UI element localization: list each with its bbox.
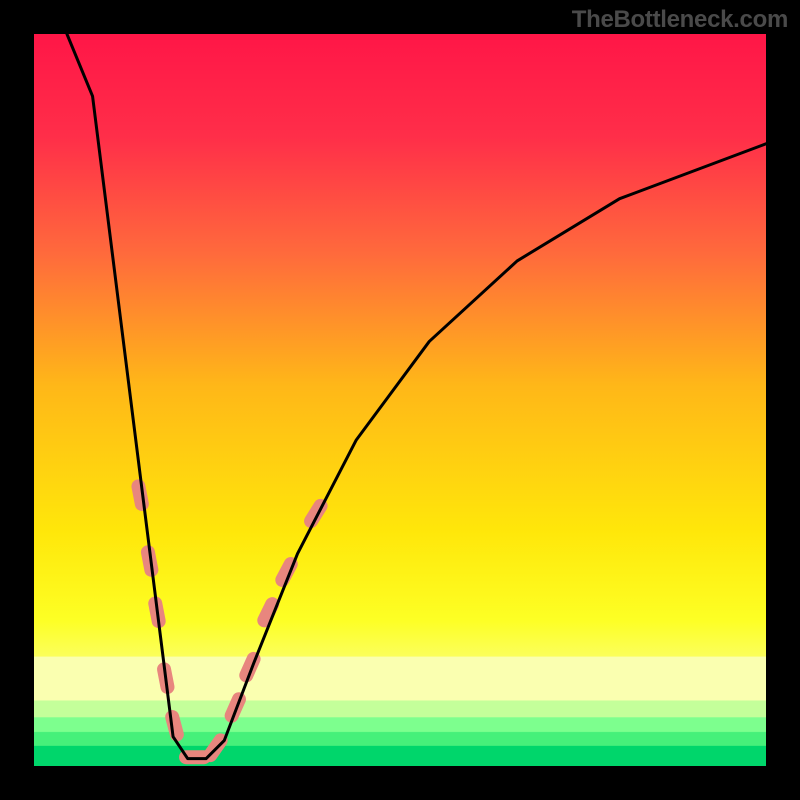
chart-background xyxy=(34,34,766,766)
chart-svg xyxy=(34,34,766,766)
watermark-text: TheBottleneck.com xyxy=(572,6,788,34)
outer-frame: TheBottleneck.com xyxy=(0,0,800,800)
plot-area xyxy=(34,34,766,766)
